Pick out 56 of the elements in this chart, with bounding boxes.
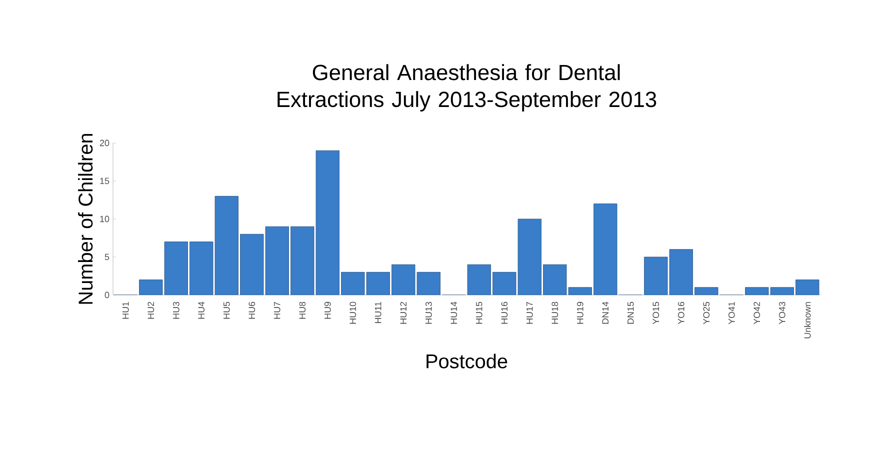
x-tick-label: YO43	[778, 302, 786, 324]
x-tick-label: HU18	[552, 302, 558, 324]
x-tick-label: HU17	[526, 302, 533, 324]
bar	[416, 272, 440, 295]
x-tick-label: HU7	[274, 302, 280, 319]
bar	[139, 280, 163, 295]
bar	[240, 234, 264, 295]
x-tick-label: HU12	[400, 302, 407, 324]
bar	[492, 272, 516, 295]
y-tick-label: 20	[100, 140, 110, 146]
y-tick-label: 10	[100, 216, 110, 222]
x-tick-label: HU13	[425, 302, 432, 324]
chart-title: General Anaesthesia for Dental Extractions July 2013-September 2013	[278, 64, 656, 112]
bar	[290, 226, 314, 295]
bar	[669, 249, 693, 295]
bar	[518, 218, 542, 295]
x-tick-label: HU2	[148, 302, 154, 319]
x-tick-label: HU5	[224, 302, 230, 319]
y-tick-label: 0	[104, 292, 110, 298]
bar	[341, 272, 365, 295]
bar	[164, 242, 188, 295]
x-tick-label: YO25	[703, 302, 710, 324]
x-tick-label: YO41	[728, 302, 735, 324]
bar	[190, 242, 214, 295]
bar	[265, 226, 289, 295]
x-axis-title: Postcode	[426, 354, 508, 368]
x-tick-label: HU10	[350, 302, 356, 324]
x-tick-label: HU4	[198, 302, 205, 319]
x-tick-label: HU3	[172, 302, 180, 319]
y-tick-label: 15	[100, 178, 110, 184]
x-tick-label: HU19	[576, 302, 584, 324]
bar	[644, 256, 668, 295]
x-tick-label: HU1	[122, 302, 129, 319]
y-tick-label: 5	[104, 254, 110, 260]
bar	[392, 264, 416, 295]
x-tick-label: HU6	[248, 302, 256, 319]
x-tick-label: YO42	[754, 302, 760, 324]
x-tick-label: YO16	[678, 302, 684, 324]
x-tick-label: HU14	[450, 302, 458, 324]
bar	[594, 204, 618, 295]
x-tick-label: HU8	[299, 302, 306, 319]
x-tick-label: HU9	[324, 302, 331, 319]
bar	[366, 272, 390, 295]
x-tick-label: Unknown	[804, 302, 811, 338]
y-axis-title: Number of Children	[78, 134, 93, 304]
bar	[467, 264, 491, 295]
x-tick-label: DN14	[602, 302, 608, 324]
x-tick-label: DN15	[628, 302, 634, 324]
bar	[796, 280, 820, 295]
bar	[543, 264, 567, 295]
x-tick-label: HU11	[375, 302, 382, 324]
bar	[214, 196, 238, 295]
x-tick-label: HU16	[501, 302, 508, 324]
bar	[316, 150, 340, 295]
x-tick-label: HU15	[476, 302, 482, 324]
x-tick-label: YO15	[652, 302, 660, 324]
